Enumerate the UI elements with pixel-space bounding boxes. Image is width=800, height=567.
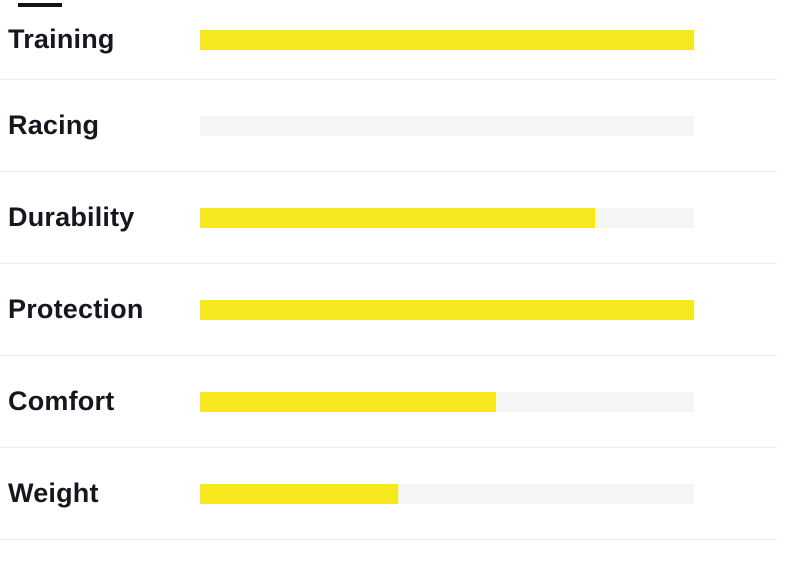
rating-label: Training [8,24,115,54]
rating-label: Comfort [8,386,115,416]
rating-bar-track [200,391,694,412]
rating-bar-fill [200,299,694,320]
rating-bar-track [200,483,694,504]
rating-row-training: Training [0,0,777,80]
rating-bar-fill [200,207,596,228]
rating-row-protection: Protection [0,264,777,356]
rating-row-racing: Racing [0,80,777,172]
rating-bar-track [200,29,694,50]
rating-label: Protection [8,294,144,324]
rating-bar-fill [200,391,497,412]
rating-label: Racing [8,110,100,140]
rating-bar-track [200,299,694,320]
top-left-dash [18,3,62,7]
ratings-bar-chart: Training Racing Durability Protection Co [0,0,777,540]
rating-bar-fill [200,483,398,504]
rating-label: Durability [8,202,135,232]
rating-row-durability: Durability [0,172,777,264]
rating-bar-fill [200,29,694,50]
rating-row-weight: Weight [0,448,777,540]
rating-bar-track [200,207,694,228]
rating-label: Weight [8,478,99,508]
rating-bar-track [200,115,694,136]
rating-row-comfort: Comfort [0,356,777,448]
